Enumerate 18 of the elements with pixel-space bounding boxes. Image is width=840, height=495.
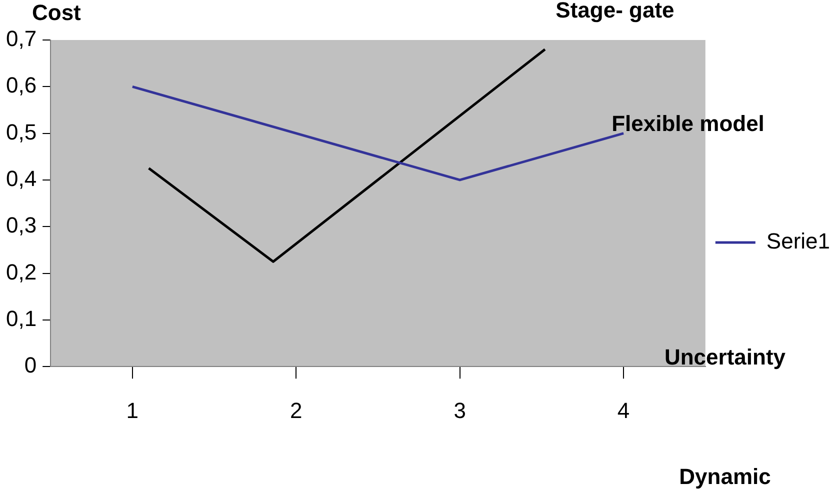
y-tick-label: 0,3: [6, 212, 37, 238]
y-tick-label: 0,2: [6, 259, 37, 284]
y-axis-title: Cost: [32, 0, 82, 26]
legend-label: Serie1: [766, 228, 830, 254]
x-tick-label: 3: [454, 398, 466, 423]
x-tick-label: 4: [617, 398, 630, 423]
y-tick-label: 0,1: [6, 306, 37, 332]
y-tick-label: 0: [24, 352, 37, 378]
x-tick-label: 2: [290, 398, 302, 423]
y-tick-label: 0,6: [6, 72, 37, 98]
annotation: Stage- gate: [556, 0, 674, 22]
annotation: Flexible model: [612, 111, 764, 136]
y-tick-label: 0,7: [6, 26, 37, 52]
y-tick-label: 0,5: [6, 119, 37, 144]
x-axis-title: Uncertainty: [664, 344, 786, 370]
text: Dynamic: [679, 464, 771, 490]
y-tick-label: 0,4: [6, 166, 37, 192]
x-tick-label: 1: [126, 398, 139, 423]
